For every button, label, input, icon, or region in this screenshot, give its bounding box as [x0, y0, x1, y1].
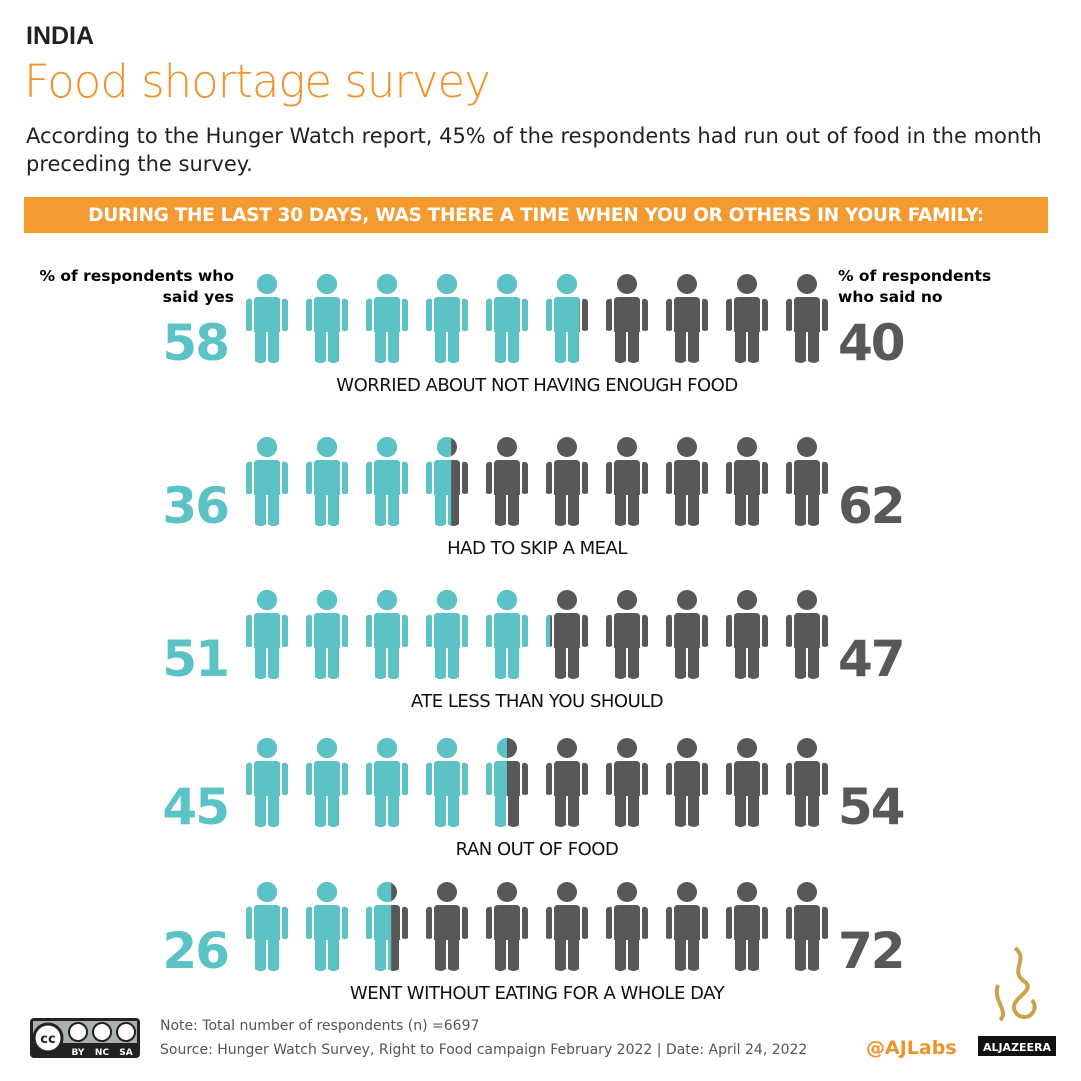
yes-value: 45 — [162, 778, 228, 836]
person-icon — [486, 590, 528, 679]
person-icon — [786, 437, 828, 526]
license-term: SA — [119, 1048, 132, 1058]
person-icon — [486, 437, 528, 526]
person-icon — [546, 738, 588, 827]
person-icon — [366, 738, 408, 827]
person-icon — [666, 738, 708, 827]
person-icon — [426, 882, 468, 971]
person-icon — [606, 738, 648, 827]
person-icon — [486, 738, 507, 827]
question-banner: DURING THE LAST 30 DAYS, WAS THERE A TIM… — [24, 197, 1048, 233]
person-icon — [786, 590, 828, 679]
yes-icons — [246, 437, 452, 526]
svg-text:cc: cc — [40, 1032, 55, 1047]
yes-icons — [246, 882, 392, 971]
yes-icons — [246, 738, 507, 827]
kicker: INDIA — [26, 22, 95, 50]
person-icon — [546, 274, 580, 363]
person-icon — [726, 590, 768, 679]
no-value: 62 — [838, 477, 904, 535]
person-icon — [546, 590, 588, 679]
license-term: BY — [72, 1048, 85, 1058]
yes-value: 26 — [162, 922, 228, 980]
no-value: 40 — [838, 314, 904, 372]
person-icon — [666, 274, 708, 363]
no-value: 72 — [838, 922, 904, 980]
person-icon — [426, 590, 468, 679]
person-icon — [306, 882, 348, 971]
legend-no: % of respondents who said no — [838, 267, 992, 306]
note: Note: Total number of respondents (n) =6… — [160, 1018, 479, 1034]
person-icon — [606, 274, 648, 363]
person-icon — [366, 274, 408, 363]
person-icon — [246, 274, 288, 363]
no-value: 54 — [838, 778, 904, 836]
person-icon — [546, 437, 588, 526]
person-icon — [726, 274, 768, 363]
person-icon — [606, 590, 648, 679]
yes-value: 58 — [162, 314, 228, 372]
logo: ALJAZEERA — [983, 1041, 1052, 1054]
person-icon — [486, 882, 528, 971]
person-icon — [666, 882, 708, 971]
yes-value: 51 — [162, 630, 228, 688]
question-label: HAD TO SKIP A MEAL — [447, 538, 627, 559]
person-icon — [666, 590, 708, 679]
chart-title: Food shortage survey — [24, 55, 491, 108]
person-icon — [726, 882, 768, 971]
person-icon — [486, 274, 528, 363]
person-icon — [666, 437, 708, 526]
person-icon — [366, 590, 408, 679]
aljazeera-emblem — [994, 946, 1037, 1022]
person-icon — [726, 738, 768, 827]
license-term: NC — [95, 1048, 110, 1058]
yes-icons — [246, 590, 551, 679]
person-icon — [786, 882, 828, 971]
person-icon — [606, 437, 648, 526]
person-icon — [426, 738, 468, 827]
question-label: WENT WITHOUT EATING FOR A WHOLE DAY — [350, 983, 726, 1004]
question-label: RAN OUT OF FOOD — [456, 839, 619, 860]
question-label: WORRIED ABOUT NOT HAVING ENOUGH FOOD — [336, 375, 737, 396]
question-label: ATE LESS THAN YOU SHOULD — [411, 691, 663, 712]
logo-box — [978, 1036, 1056, 1056]
person-icon — [546, 882, 588, 971]
person-icon — [366, 882, 392, 971]
person-icon — [246, 437, 288, 526]
person-icon — [246, 882, 288, 971]
person-icon — [726, 437, 768, 526]
no-value: 47 — [838, 630, 904, 688]
person-icon — [786, 738, 828, 827]
subtitle: According to the Hunger Watch report, 45… — [26, 124, 1042, 176]
source: Source: Hunger Watch Survey, Right to Fo… — [160, 1042, 807, 1058]
person-icon — [606, 882, 648, 971]
person-icon — [246, 590, 288, 679]
yes-value: 36 — [162, 477, 228, 535]
person-icon — [426, 274, 468, 363]
person-icon — [246, 738, 288, 827]
person-icon — [366, 437, 408, 526]
person-icon — [426, 437, 452, 526]
person-icon — [306, 590, 348, 679]
legend-yes: % of respondents who said yes — [39, 267, 234, 306]
person-icon — [306, 738, 348, 827]
person-icon — [306, 274, 348, 363]
handle: @AJLabs — [866, 1037, 957, 1059]
yes-icons — [246, 274, 580, 363]
person-icon — [786, 274, 828, 363]
cc-badge: cc — [30, 1018, 140, 1058]
person-icon — [306, 437, 348, 526]
